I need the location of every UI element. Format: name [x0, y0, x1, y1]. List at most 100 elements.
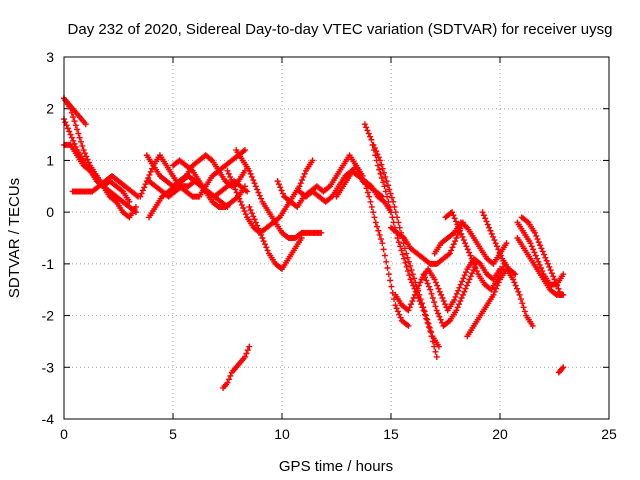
x-tick-label: 0 [60, 426, 68, 442]
data-point [147, 168, 154, 175]
data-point [452, 218, 459, 225]
data-point [397, 314, 404, 321]
data-point [461, 288, 468, 295]
data-point [433, 353, 440, 360]
series-s23 [442, 209, 508, 293]
data-point [560, 364, 567, 371]
data-point [67, 131, 74, 138]
data-point [361, 121, 368, 128]
data-point [527, 240, 534, 247]
data-point [417, 279, 424, 286]
data-point [233, 189, 240, 196]
data-point [453, 235, 460, 241]
data-point [246, 167, 253, 174]
data-point [71, 118, 78, 125]
data-point [362, 181, 369, 188]
data-point [428, 290, 435, 297]
data-point [398, 247, 405, 254]
data-point [463, 243, 470, 250]
data-point [431, 299, 438, 306]
data-point [64, 125, 71, 132]
data-point [462, 285, 469, 292]
data-point [491, 237, 498, 244]
data-point [467, 273, 474, 280]
x-tick-label: 20 [492, 426, 508, 442]
data-point [410, 294, 417, 301]
data-point [227, 173, 234, 180]
data-point [460, 237, 467, 244]
data-point [535, 258, 542, 265]
data-point [242, 211, 249, 218]
series-s15 [296, 167, 394, 216]
data-point [78, 138, 85, 145]
data-point [365, 130, 372, 137]
data-point [392, 302, 399, 309]
data-point [424, 280, 431, 287]
data-point [387, 190, 394, 197]
data-point [451, 215, 458, 222]
data-point [132, 203, 139, 210]
data-point [462, 269, 469, 276]
data-point [538, 245, 545, 252]
data-point [534, 236, 541, 243]
data-point [514, 285, 521, 292]
data-points [61, 95, 567, 391]
data-point [449, 209, 456, 216]
data-point [503, 240, 510, 247]
data-point [401, 255, 408, 262]
data-point [381, 252, 388, 259]
data-point [382, 173, 389, 180]
data-point [436, 313, 443, 320]
data-point [375, 227, 382, 234]
data-point [512, 271, 519, 278]
data-point [458, 294, 465, 301]
data-point [415, 282, 422, 289]
data-point [411, 291, 418, 298]
data-point [386, 186, 393, 193]
data-point [537, 264, 544, 271]
data-point [529, 322, 536, 329]
data-point [246, 343, 253, 350]
data-point [141, 184, 148, 191]
series-s9 [146, 172, 231, 221]
data-point [256, 228, 263, 235]
series-s24 [464, 266, 536, 340]
data-point [496, 249, 503, 256]
data-point [375, 154, 382, 161]
y-tick-label: -3 [42, 359, 55, 375]
data-point [408, 301, 415, 308]
data-point [559, 365, 566, 372]
data-point [401, 245, 408, 252]
data-point [403, 263, 410, 270]
data-point [406, 272, 413, 279]
data-point [459, 291, 466, 298]
data-point [427, 286, 434, 293]
data-point [438, 291, 445, 298]
data-point [70, 137, 77, 144]
data-point [368, 203, 375, 210]
data-point [410, 282, 417, 289]
data-point [471, 261, 478, 268]
data-point [454, 221, 461, 228]
data-point [440, 298, 447, 305]
x-tick-labels: 0 5 10 15 20 25 [60, 426, 617, 442]
data-point [482, 215, 489, 222]
data-point [460, 275, 467, 282]
data-point [495, 279, 502, 286]
data-point [464, 246, 471, 253]
data-point [132, 209, 139, 216]
x-tick-label: 10 [274, 426, 290, 442]
data-point [384, 264, 391, 271]
data-point [520, 304, 527, 311]
data-point [463, 282, 470, 289]
data-point [241, 208, 248, 215]
data-point [380, 179, 387, 186]
data-point [371, 214, 378, 221]
data-point [537, 242, 544, 249]
data-point [541, 251, 548, 258]
data-point [411, 275, 418, 282]
data-point [309, 157, 316, 164]
data-point [252, 219, 259, 226]
data-point [498, 267, 505, 274]
